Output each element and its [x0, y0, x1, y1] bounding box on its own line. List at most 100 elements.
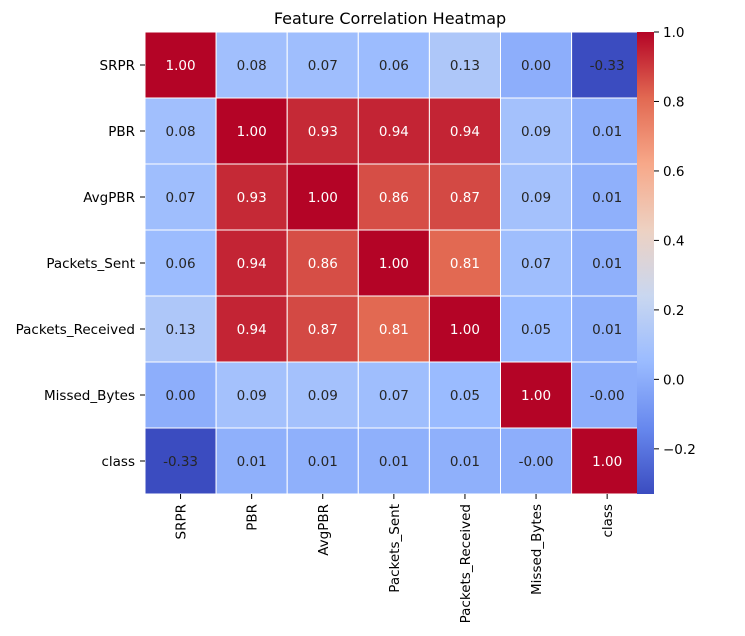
heatmap-cell	[215, 31, 288, 99]
cell-value-label: 0.87	[308, 322, 338, 338]
cell-value-label: 0.01	[379, 454, 409, 470]
heatmap-cell	[215, 229, 288, 297]
column-tick-label: Packets_Received	[458, 504, 474, 623]
heatmap-cell	[428, 361, 501, 429]
heatmap-cell	[428, 163, 501, 231]
cell-value-label: 0.09	[521, 190, 551, 206]
column-tick-label: PBR	[245, 504, 261, 531]
heatmap-cell	[215, 361, 288, 429]
heatmap-cell-labels: 1.00 0.08 0.07 0.06 0.13 0.00 -0.33 0.08 1.00 0.9…	[163, 58, 625, 470]
cell-value-label: 0.06	[166, 256, 196, 272]
cell-value-label: 0.94	[450, 124, 480, 140]
cell-value-label: -0.33	[163, 454, 198, 470]
row-tick-label: class	[101, 454, 135, 470]
row-axis: SRPR PBR AvgPBR Packets_Sent Packets_Receive…	[16, 58, 145, 470]
cell-value-label: 0.81	[450, 256, 480, 272]
heatmap-cell	[428, 97, 501, 165]
heatmap-cell	[357, 427, 430, 495]
cell-value-label: 0.93	[237, 190, 267, 206]
column-tick-label: Packets_Sent	[387, 504, 403, 593]
colorbar-tick-label: −0.2	[663, 442, 696, 458]
cell-value-label: 0.86	[308, 256, 338, 272]
heatmap-cell	[571, 427, 644, 495]
heatmap-cell	[500, 229, 573, 297]
heatmap-cells	[144, 31, 644, 495]
heatmap-cell	[357, 31, 430, 99]
cell-value-label: 0.08	[237, 58, 267, 74]
heatmap-cell	[286, 31, 359, 99]
heatmap-cell	[286, 163, 359, 231]
colorbar-tick-label: 1.0	[663, 25, 684, 41]
cell-value-label: 0.05	[450, 388, 480, 404]
column-tick-label: SRPR	[174, 504, 190, 539]
cell-value-label: 0.00	[166, 388, 196, 404]
colorbar-gradient	[637, 32, 654, 494]
cell-value-label: 0.94	[237, 322, 267, 338]
column-tick-label: class	[600, 504, 616, 538]
cell-value-label: 0.13	[450, 58, 480, 74]
heatmap-cell	[357, 229, 430, 297]
row-tick-label: PBR	[108, 124, 135, 140]
heatmap-cell	[144, 361, 217, 429]
cell-value-label: 0.07	[166, 190, 196, 206]
colorbar: 1.0 0.8 0.6 0.4 0.2 0.0 −0.2	[637, 25, 696, 494]
cell-value-label: 0.09	[237, 388, 267, 404]
heatmap-cell	[215, 163, 288, 231]
cell-value-label: 0.01	[592, 256, 622, 272]
heatmap-cell	[500, 31, 573, 99]
heatmap-cell	[144, 31, 217, 99]
cell-value-label: 1.00	[166, 58, 196, 74]
cell-value-label: 1.00	[308, 190, 338, 206]
cell-value-label: 0.07	[521, 256, 551, 272]
cell-value-label: 0.13	[166, 322, 196, 338]
row-tick-label: Packets_Sent	[46, 256, 135, 272]
colorbar-tick-label: 0.4	[663, 233, 684, 249]
cell-value-label: 0.86	[379, 190, 409, 206]
cell-value-label: 0.01	[592, 190, 622, 206]
cell-value-label: 0.01	[592, 322, 622, 338]
heatmap-cell	[286, 295, 359, 363]
cell-value-label: 0.01	[592, 124, 622, 140]
row-tick-label: Missed_Bytes	[44, 388, 135, 404]
heatmap-cell	[357, 163, 430, 231]
cell-value-label: 0.81	[379, 322, 409, 338]
colorbar-tick-label: 0.2	[663, 303, 684, 319]
cell-value-label: 0.01	[308, 454, 338, 470]
cell-value-label: 0.87	[450, 190, 480, 206]
cell-value-label: 0.01	[237, 454, 267, 470]
heatmap-cell	[286, 427, 359, 495]
row-tick-label: SRPR	[100, 58, 135, 74]
heatmap-cell	[571, 229, 644, 297]
cell-value-label: 0.94	[237, 256, 267, 272]
row-tick-label: Packets_Received	[16, 322, 135, 338]
cell-value-label: 0.93	[308, 124, 338, 140]
heatmap-cell	[357, 361, 430, 429]
chart-title: Feature Correlation Heatmap	[274, 9, 506, 28]
cell-value-label: 0.07	[308, 58, 338, 74]
heatmap-cell	[144, 295, 217, 363]
colorbar-tick-label: 0.8	[663, 94, 684, 110]
cell-value-label: 0.05	[521, 322, 551, 338]
cell-value-label: 1.00	[592, 454, 622, 470]
heatmap-cell	[571, 361, 644, 429]
cell-value-label: -0.33	[590, 58, 625, 74]
cell-value-label: 1.00	[521, 388, 551, 404]
cell-value-label: 1.00	[379, 256, 409, 272]
colorbar-tick-label: 0.6	[663, 164, 684, 180]
heatmap-cell	[286, 361, 359, 429]
cell-value-label: -0.00	[519, 454, 554, 470]
heatmap-cell	[286, 97, 359, 165]
column-tick-label: AvgPBR	[316, 504, 332, 556]
heatmap-cell	[571, 97, 644, 165]
cell-value-label: 0.06	[379, 58, 409, 74]
row-tick-label: AvgPBR	[83, 190, 135, 206]
heatmap-cell	[144, 229, 217, 297]
cell-value-label: 0.09	[521, 124, 551, 140]
heatmap-cell	[500, 163, 573, 231]
heatmap-cell	[500, 427, 573, 495]
cell-value-label: 0.00	[521, 58, 551, 74]
cell-value-label: 0.01	[450, 454, 480, 470]
heatmap-cell	[144, 427, 217, 495]
cell-value-label: 0.09	[308, 388, 338, 404]
